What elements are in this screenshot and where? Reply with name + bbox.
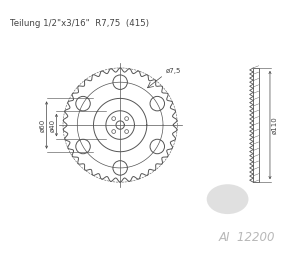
Text: ø7,5: ø7,5 bbox=[165, 68, 181, 74]
Text: ø40: ø40 bbox=[49, 118, 55, 132]
Text: Teilung 1/2"x3/16"  R7,75  (415): Teilung 1/2"x3/16" R7,75 (415) bbox=[10, 19, 149, 28]
Text: ø60: ø60 bbox=[39, 118, 45, 132]
Ellipse shape bbox=[207, 184, 248, 214]
Text: ø110: ø110 bbox=[272, 116, 278, 134]
Bar bbox=[253, 68, 259, 182]
Text: AI  12200: AI 12200 bbox=[219, 231, 275, 244]
